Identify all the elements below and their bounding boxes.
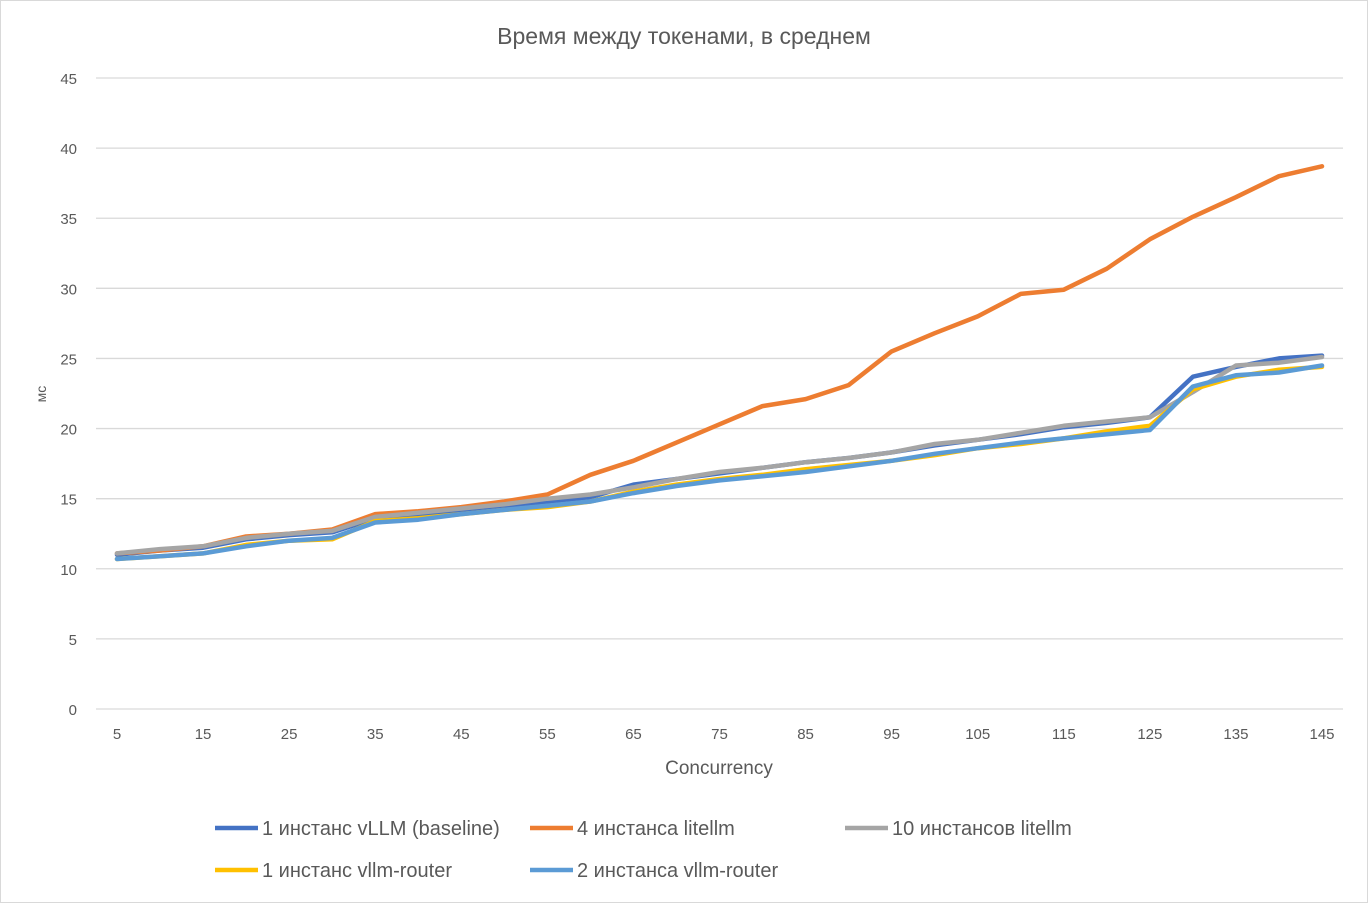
legend-label: 4 инстанса litellm — [577, 818, 735, 840]
y-tick-label: 10 — [60, 562, 77, 579]
x-tick-label: 5 — [113, 726, 121, 743]
x-tick-label: 125 — [1137, 726, 1162, 743]
x-tick-label: 55 — [539, 726, 556, 743]
legend-label: 2 инстанса vllm-router — [577, 860, 778, 882]
y-tick-label: 20 — [60, 422, 77, 439]
x-tick-label: 65 — [625, 726, 642, 743]
legend-item: 10 инстансов litellm — [845, 818, 1072, 840]
x-tick-label: 95 — [883, 726, 900, 743]
y-tick-label: 45 — [60, 71, 77, 88]
y-tick-label: 30 — [60, 281, 77, 298]
legend-item: 2 инстанса vllm-router — [530, 860, 778, 882]
y-tick-label: 35 — [60, 211, 77, 228]
y-axis-label: мс — [33, 386, 49, 403]
legend: 1 инстанс vLLM (baseline) 4 инстанса lite… — [215, 818, 1072, 882]
legend-label: 1 инстанс vllm-router — [262, 860, 452, 882]
y-tick-label: 5 — [69, 632, 77, 649]
y-axis-ticks: 0 5 10 15 20 25 30 35 40 45 — [60, 71, 77, 719]
x-tick-label: 85 — [797, 726, 814, 743]
x-axis-label: Concurrency — [665, 758, 773, 779]
x-tick-label: 75 — [711, 726, 728, 743]
x-tick-label: 105 — [965, 726, 990, 743]
series-line-4 — [114, 363, 1325, 562]
x-tick-label: 45 — [453, 726, 470, 743]
x-tick-label: 35 — [367, 726, 384, 743]
x-tick-label: 115 — [1052, 726, 1076, 743]
x-tick-label: 25 — [281, 726, 298, 743]
series-line-2 — [114, 354, 1325, 556]
x-axis-ticks: 5 15 25 35 45 55 65 75 85 95 105 115 125 135 145 — [113, 726, 1335, 743]
y-tick-label: 25 — [60, 351, 77, 368]
x-tick-label: 135 — [1223, 726, 1248, 743]
y-tick-label: 15 — [60, 492, 77, 509]
legend-item: 1 инстанс vLLM (baseline) — [215, 818, 500, 840]
x-tick-label: 145 — [1309, 726, 1334, 743]
legend-label: 10 инстансов litellm — [892, 818, 1072, 840]
gridlines — [96, 77, 1343, 710]
legend-label: 1 инстанс vLLM (baseline) — [262, 818, 500, 840]
legend-item: 4 инстанса litellm — [530, 818, 735, 840]
y-tick-label: 40 — [60, 141, 77, 158]
y-tick-label: 0 — [69, 702, 77, 719]
series-lines — [114, 164, 1325, 562]
x-tick-label: 15 — [195, 726, 212, 743]
chart-title: Время между токенами, в среднем — [497, 23, 871, 49]
legend-item: 1 инстанс vllm-router — [215, 860, 452, 882]
